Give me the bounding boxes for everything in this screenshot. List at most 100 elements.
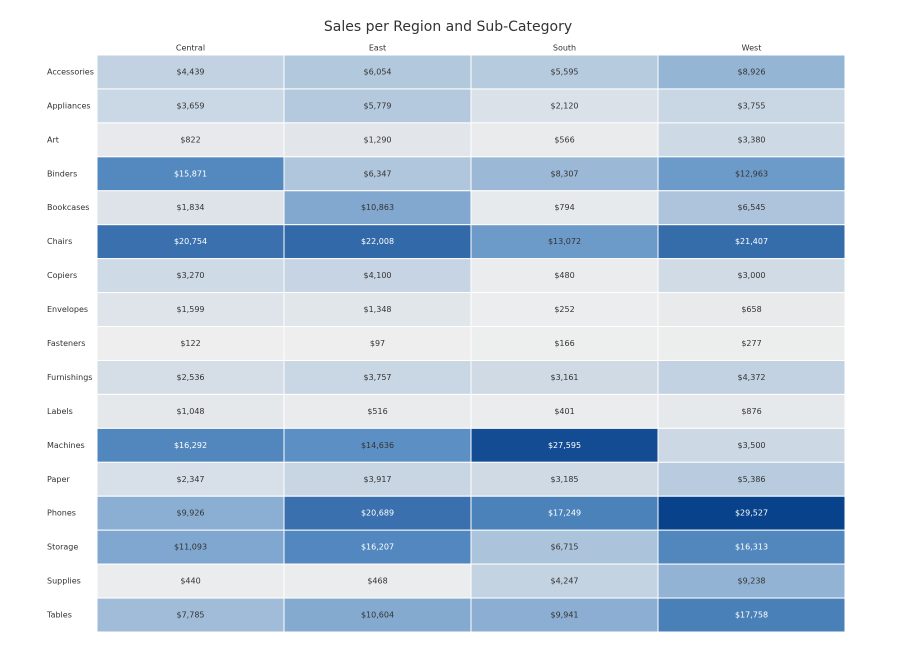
cell-label: $1,048 bbox=[177, 407, 205, 416]
cell-label: $10,863 bbox=[361, 203, 394, 212]
cell-label: $16,313 bbox=[735, 543, 768, 552]
cell-label: $3,757 bbox=[364, 373, 392, 382]
cell bbox=[657, 461, 846, 497]
cell bbox=[283, 190, 472, 226]
cell-label: $13,072 bbox=[548, 237, 581, 246]
cell-label: $566 bbox=[554, 135, 574, 144]
cell-label: $166 bbox=[554, 339, 574, 348]
cell-label: $9,238 bbox=[738, 577, 766, 586]
cell-label: $480 bbox=[554, 271, 574, 280]
column-label: Central bbox=[176, 44, 205, 53]
cell-label: $468 bbox=[367, 577, 387, 586]
row-label: Bookcases bbox=[47, 203, 89, 212]
row-label: Fasteners bbox=[47, 339, 85, 348]
cell-label: $516 bbox=[367, 407, 387, 416]
cell-label: $6,545 bbox=[738, 203, 766, 212]
cell-label: $2,120 bbox=[551, 101, 579, 110]
cell bbox=[470, 190, 659, 226]
cell-label: $16,207 bbox=[361, 543, 394, 552]
cell bbox=[657, 427, 846, 463]
cell-label: $11,093 bbox=[174, 543, 207, 552]
cell-label: $3,500 bbox=[738, 441, 766, 450]
cell-label: $1,290 bbox=[364, 135, 392, 144]
cell-label: $8,926 bbox=[738, 67, 766, 76]
cell-label: $3,185 bbox=[551, 475, 579, 484]
cell bbox=[283, 224, 472, 260]
cell-label: $252 bbox=[554, 305, 574, 314]
cell bbox=[470, 292, 659, 328]
cell-label: $4,100 bbox=[364, 271, 392, 280]
cell-label: $5,779 bbox=[364, 101, 392, 110]
cell bbox=[657, 359, 846, 395]
cell-label: $6,347 bbox=[364, 169, 392, 178]
cell bbox=[283, 156, 472, 192]
cell bbox=[470, 224, 659, 260]
cell bbox=[96, 427, 285, 463]
cell bbox=[283, 54, 472, 90]
cell-label: $29,527 bbox=[735, 509, 768, 518]
cell bbox=[657, 563, 846, 599]
cell bbox=[283, 461, 472, 497]
cell bbox=[657, 122, 846, 158]
cell-label: $20,754 bbox=[174, 237, 207, 246]
cell-label: $6,054 bbox=[364, 67, 392, 76]
cell bbox=[470, 461, 659, 497]
row-label: Copiers bbox=[47, 271, 77, 280]
cell bbox=[470, 359, 659, 395]
cell bbox=[470, 258, 659, 294]
cell bbox=[470, 427, 659, 463]
column-label: South bbox=[553, 44, 576, 53]
cell bbox=[470, 54, 659, 90]
cell bbox=[657, 393, 846, 429]
cell bbox=[657, 190, 846, 226]
cell bbox=[96, 563, 285, 599]
cell bbox=[283, 495, 472, 531]
cell-label: $17,758 bbox=[735, 611, 768, 620]
cell bbox=[283, 88, 472, 124]
cell bbox=[96, 359, 285, 395]
cell-label: $7,785 bbox=[177, 611, 205, 620]
cell-label: $3,659 bbox=[177, 101, 205, 110]
cell-label: $15,871 bbox=[174, 169, 207, 178]
cell bbox=[96, 190, 285, 226]
cell-label: $22,008 bbox=[361, 237, 394, 246]
cell-label: $401 bbox=[554, 407, 574, 416]
cell-label: $658 bbox=[741, 305, 761, 314]
cell-label: $14,636 bbox=[361, 441, 394, 450]
cell-label: $2,347 bbox=[177, 475, 205, 484]
cell bbox=[96, 461, 285, 497]
cell bbox=[657, 258, 846, 294]
cell bbox=[470, 393, 659, 429]
cell-label: $3,270 bbox=[177, 271, 205, 280]
cell-label: $794 bbox=[554, 203, 574, 212]
cell-label: $16,292 bbox=[174, 441, 207, 450]
cell-label: $20,689 bbox=[361, 509, 394, 518]
cell bbox=[283, 597, 472, 633]
row-label: Tables bbox=[46, 611, 72, 620]
cell-label: $3,000 bbox=[738, 271, 766, 280]
row-label: Accessories bbox=[47, 67, 94, 76]
cell bbox=[657, 54, 846, 90]
cell-label: $440 bbox=[180, 577, 200, 586]
cell-label: $9,926 bbox=[177, 509, 205, 518]
cell-label: $5,595 bbox=[551, 67, 579, 76]
row-label: Supplies bbox=[47, 577, 81, 586]
cell-label: $17,249 bbox=[548, 509, 581, 518]
cell-label: $3,380 bbox=[738, 135, 766, 144]
cell bbox=[657, 88, 846, 124]
cell bbox=[470, 529, 659, 565]
cell bbox=[657, 224, 846, 260]
cell-label: $3,917 bbox=[364, 475, 392, 484]
cell bbox=[96, 292, 285, 328]
row-label: Chairs bbox=[47, 237, 72, 246]
cell-label: $822 bbox=[180, 135, 200, 144]
cell-label: $3,755 bbox=[738, 101, 766, 110]
cell bbox=[96, 224, 285, 260]
cell-label: $277 bbox=[741, 339, 761, 348]
row-label: Labels bbox=[47, 407, 73, 416]
row-label: Appliances bbox=[47, 101, 91, 110]
cell-label: $4,247 bbox=[551, 577, 579, 586]
cell-label: $9,941 bbox=[551, 611, 579, 620]
row-label: Storage bbox=[47, 543, 78, 552]
